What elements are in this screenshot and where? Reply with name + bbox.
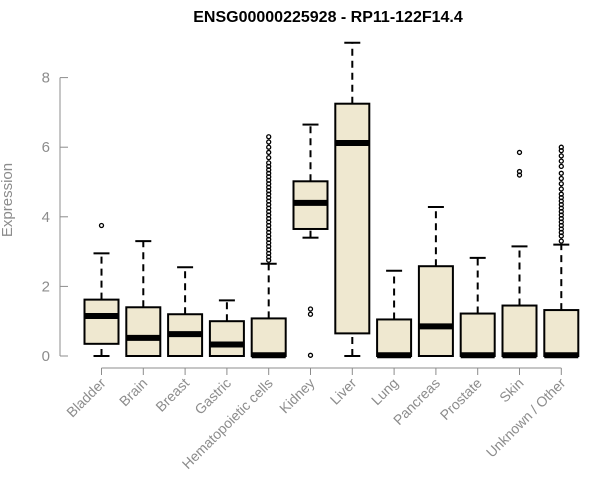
box-hematopoietic-cells	[250, 134, 287, 359]
x-tick-label: Prostate	[437, 375, 485, 423]
y-axis: 0 2 4 6 8	[42, 70, 68, 365]
x-tick-label: Bladder	[63, 375, 109, 421]
x-tick-label: Unknown / Other	[483, 375, 569, 461]
outlier-point	[307, 352, 314, 358]
outlier-point	[266, 154, 272, 161]
outlier-point	[558, 191, 564, 197]
outlier-point	[558, 158, 564, 164]
outlier-point	[266, 139, 272, 145]
box-gastric	[208, 299, 245, 358]
outlier-point	[266, 149, 272, 156]
x-tick-label: Skin	[496, 375, 527, 406]
outlier-point	[307, 311, 314, 317]
y-tick-label: 6	[42, 139, 50, 156]
outlier-point	[558, 153, 564, 159]
box-body	[501, 304, 538, 358]
x-tick-label: Lung	[368, 375, 401, 408]
y-tick-label: 2	[42, 278, 50, 295]
box-prostate	[459, 256, 496, 359]
box-lung	[376, 269, 413, 359]
box-pancreas	[417, 206, 454, 357]
outlier-point	[558, 163, 564, 169]
y-tick-label: 8	[42, 70, 50, 87]
box-body	[417, 265, 454, 357]
chart-title: ENSG00000225928 - RP11-122F14.4	[193, 9, 463, 26]
outlier-point	[558, 170, 564, 176]
box-body	[83, 298, 120, 345]
outlier-point	[307, 306, 314, 312]
box-body	[376, 318, 413, 357]
box-body	[208, 320, 245, 358]
y-tick-label: 4	[42, 209, 50, 226]
outlier-point	[266, 160, 272, 166]
outlier-point	[516, 168, 523, 175]
x-tick-label: Liver	[327, 375, 360, 408]
outlier-point	[516, 149, 523, 156]
x-tick-label: Breast	[152, 375, 192, 415]
outlier-point	[558, 144, 564, 150]
y-axis-label: Expression	[0, 163, 16, 237]
outlier-point	[98, 222, 105, 229]
box-breast	[167, 266, 204, 357]
box-bladder	[83, 222, 120, 357]
outlier-point	[558, 175, 564, 182]
box-skin	[501, 149, 538, 359]
box-brain	[125, 240, 162, 357]
outlier-point	[558, 181, 564, 187]
x-tick-label: Kidney	[276, 375, 318, 417]
box-liver	[334, 41, 371, 357]
x-tick-label: Brain	[116, 375, 150, 409]
box-unknown-other	[543, 144, 580, 359]
outlier-point	[558, 238, 564, 244]
box-body	[250, 317, 287, 357]
box-kidney	[292, 123, 329, 358]
outlier-point	[266, 144, 272, 150]
outlier-point	[266, 134, 272, 140]
box-body	[543, 309, 580, 357]
y-tick-label: 0	[42, 348, 50, 365]
box-body	[334, 102, 371, 335]
box-body	[459, 312, 496, 358]
box-group	[83, 41, 580, 359]
box-body	[125, 306, 162, 357]
outlier-point	[558, 186, 564, 192]
